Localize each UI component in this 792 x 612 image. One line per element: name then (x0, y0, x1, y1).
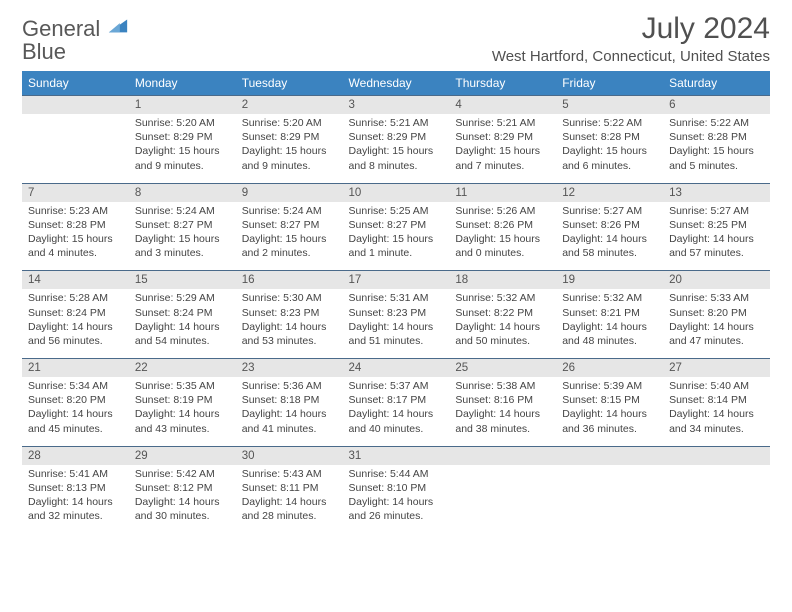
day-detail: Sunrise: 5:25 AMSunset: 8:27 PMDaylight:… (343, 202, 450, 271)
day-number: 9 (236, 183, 343, 202)
day-number: 17 (343, 271, 450, 290)
day-header: Wednesday (343, 71, 450, 96)
day-detail: Sunrise: 5:32 AMSunset: 8:21 PMDaylight:… (556, 289, 663, 358)
day-detail: Sunrise: 5:20 AMSunset: 8:29 PMDaylight:… (236, 114, 343, 183)
day-number: 21 (22, 359, 129, 378)
day-header: Tuesday (236, 71, 343, 96)
day-number: 29 (129, 446, 236, 465)
day-detail-row: Sunrise: 5:28 AMSunset: 8:24 PMDaylight:… (22, 289, 770, 358)
day-number (449, 446, 556, 465)
day-number: 30 (236, 446, 343, 465)
day-number: 23 (236, 359, 343, 378)
day-number: 26 (556, 359, 663, 378)
day-detail-row: Sunrise: 5:23 AMSunset: 8:28 PMDaylight:… (22, 202, 770, 271)
day-detail: Sunrise: 5:27 AMSunset: 8:25 PMDaylight:… (663, 202, 770, 271)
day-number-row: 14151617181920 (22, 271, 770, 290)
day-detail: Sunrise: 5:28 AMSunset: 8:24 PMDaylight:… (22, 289, 129, 358)
day-number (663, 446, 770, 465)
day-detail: Sunrise: 5:24 AMSunset: 8:27 PMDaylight:… (236, 202, 343, 271)
day-number (22, 96, 129, 115)
month-title: July 2024 (492, 12, 770, 46)
day-detail: Sunrise: 5:29 AMSunset: 8:24 PMDaylight:… (129, 289, 236, 358)
day-number: 2 (236, 96, 343, 115)
day-number-row: 28293031 (22, 446, 770, 465)
day-detail: Sunrise: 5:33 AMSunset: 8:20 PMDaylight:… (663, 289, 770, 358)
day-header-row: Sunday Monday Tuesday Wednesday Thursday… (22, 71, 770, 96)
day-detail: Sunrise: 5:35 AMSunset: 8:19 PMDaylight:… (129, 377, 236, 446)
day-detail (663, 465, 770, 534)
day-number: 14 (22, 271, 129, 290)
day-number: 31 (343, 446, 450, 465)
day-number: 20 (663, 271, 770, 290)
day-number: 13 (663, 183, 770, 202)
day-header: Thursday (449, 71, 556, 96)
day-number: 27 (663, 359, 770, 378)
day-header: Friday (556, 71, 663, 96)
day-detail: Sunrise: 5:26 AMSunset: 8:26 PMDaylight:… (449, 202, 556, 271)
logo: General Blue (22, 18, 129, 64)
logo-word2: Blue (22, 39, 66, 64)
day-detail: Sunrise: 5:22 AMSunset: 8:28 PMDaylight:… (663, 114, 770, 183)
day-header: Saturday (663, 71, 770, 96)
day-number: 7 (22, 183, 129, 202)
day-header: Sunday (22, 71, 129, 96)
day-number: 12 (556, 183, 663, 202)
day-number-row: 123456 (22, 96, 770, 115)
day-detail: Sunrise: 5:30 AMSunset: 8:23 PMDaylight:… (236, 289, 343, 358)
day-detail: Sunrise: 5:36 AMSunset: 8:18 PMDaylight:… (236, 377, 343, 446)
day-number: 25 (449, 359, 556, 378)
day-detail-row: Sunrise: 5:20 AMSunset: 8:29 PMDaylight:… (22, 114, 770, 183)
day-detail: Sunrise: 5:23 AMSunset: 8:28 PMDaylight:… (22, 202, 129, 271)
day-number: 18 (449, 271, 556, 290)
day-detail: Sunrise: 5:39 AMSunset: 8:15 PMDaylight:… (556, 377, 663, 446)
day-detail: Sunrise: 5:21 AMSunset: 8:29 PMDaylight:… (449, 114, 556, 183)
day-number: 3 (343, 96, 450, 115)
day-number: 6 (663, 96, 770, 115)
day-detail: Sunrise: 5:41 AMSunset: 8:13 PMDaylight:… (22, 465, 129, 534)
day-detail: Sunrise: 5:38 AMSunset: 8:16 PMDaylight:… (449, 377, 556, 446)
day-number: 11 (449, 183, 556, 202)
day-number-row: 21222324252627 (22, 359, 770, 378)
day-detail: Sunrise: 5:37 AMSunset: 8:17 PMDaylight:… (343, 377, 450, 446)
day-number: 1 (129, 96, 236, 115)
day-detail: Sunrise: 5:21 AMSunset: 8:29 PMDaylight:… (343, 114, 450, 183)
day-detail (449, 465, 556, 534)
day-number: 28 (22, 446, 129, 465)
day-detail: Sunrise: 5:24 AMSunset: 8:27 PMDaylight:… (129, 202, 236, 271)
day-number: 24 (343, 359, 450, 378)
header: General Blue July 2024 West Hartford, Co… (22, 12, 770, 65)
day-number: 19 (556, 271, 663, 290)
day-number: 5 (556, 96, 663, 115)
day-detail: Sunrise: 5:42 AMSunset: 8:12 PMDaylight:… (129, 465, 236, 534)
day-detail: Sunrise: 5:32 AMSunset: 8:22 PMDaylight:… (449, 289, 556, 358)
day-header: Monday (129, 71, 236, 96)
day-detail: Sunrise: 5:22 AMSunset: 8:28 PMDaylight:… (556, 114, 663, 183)
day-detail: Sunrise: 5:31 AMSunset: 8:23 PMDaylight:… (343, 289, 450, 358)
day-detail-row: Sunrise: 5:41 AMSunset: 8:13 PMDaylight:… (22, 465, 770, 534)
day-detail-row: Sunrise: 5:34 AMSunset: 8:20 PMDaylight:… (22, 377, 770, 446)
day-number: 22 (129, 359, 236, 378)
location-label: West Hartford, Connecticut, United State… (492, 48, 770, 65)
day-number-row: 78910111213 (22, 183, 770, 202)
day-number (556, 446, 663, 465)
logo-word1: General (22, 16, 100, 41)
day-detail: Sunrise: 5:43 AMSunset: 8:11 PMDaylight:… (236, 465, 343, 534)
day-detail: Sunrise: 5:34 AMSunset: 8:20 PMDaylight:… (22, 377, 129, 446)
day-detail: Sunrise: 5:40 AMSunset: 8:14 PMDaylight:… (663, 377, 770, 446)
day-number: 16 (236, 271, 343, 290)
day-detail (22, 114, 129, 183)
day-number: 10 (343, 183, 450, 202)
day-detail: Sunrise: 5:44 AMSunset: 8:10 PMDaylight:… (343, 465, 450, 534)
day-number: 8 (129, 183, 236, 202)
day-detail: Sunrise: 5:20 AMSunset: 8:29 PMDaylight:… (129, 114, 236, 183)
day-detail: Sunrise: 5:27 AMSunset: 8:26 PMDaylight:… (556, 202, 663, 271)
calendar-table: Sunday Monday Tuesday Wednesday Thursday… (22, 71, 770, 533)
day-detail (556, 465, 663, 534)
logo-mark-icon (107, 14, 129, 36)
day-number: 4 (449, 96, 556, 115)
day-number: 15 (129, 271, 236, 290)
